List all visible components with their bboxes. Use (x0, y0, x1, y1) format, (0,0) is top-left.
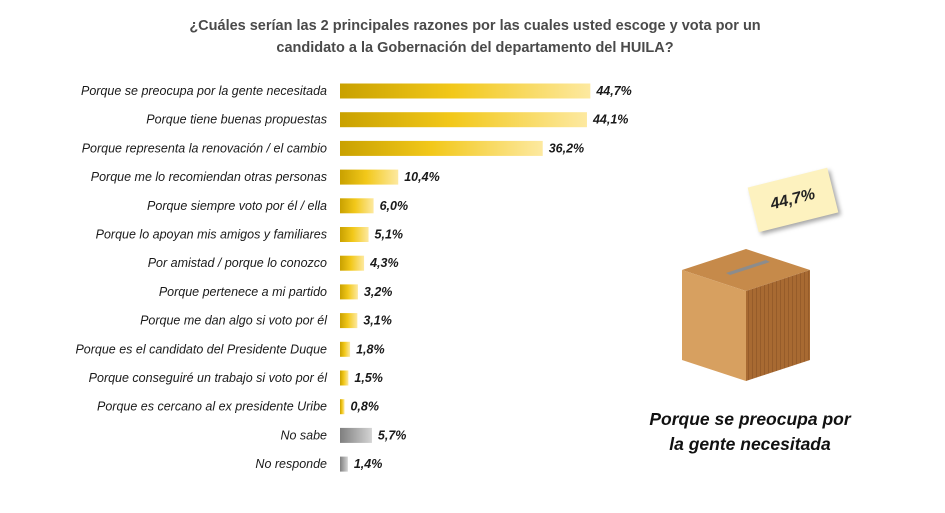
bar (340, 284, 358, 300)
value-label: 5,7% (378, 428, 407, 442)
caption-line-1: Porque se preocupa por (649, 409, 851, 429)
bar (340, 456, 348, 472)
value-label: 4,3% (369, 256, 399, 270)
caption-line-2: la gente necesitada (669, 434, 831, 454)
category-label: Por amistad / porque lo conozco (148, 256, 327, 270)
bar (340, 169, 399, 185)
category-label: Porque representa la renovación / el cam… (82, 141, 327, 155)
ballot-box-front (682, 270, 746, 381)
bar (340, 198, 374, 214)
bar (340, 427, 372, 443)
value-label: 1,4% (354, 457, 383, 471)
chart-title: ¿Cuáles serían las 2 principales razones… (150, 15, 800, 59)
category-label: Porque lo apoyan mis amigos y familiares (96, 228, 327, 242)
value-label: 10,4% (404, 170, 439, 184)
bar-chart: Porque se preocupa por la gente necesita… (75, 83, 632, 472)
category-label: Porque me dan algo si voto por él (140, 314, 328, 328)
ballot-box-slot (726, 260, 770, 275)
bar (340, 140, 543, 156)
bar (340, 112, 587, 128)
value-label: 0,8% (350, 400, 379, 414)
category-label: Porque pertenece a mi partido (159, 285, 327, 299)
ballot-box-side (746, 270, 810, 381)
bar (340, 83, 591, 99)
category-label: Porque siempre voto por él / ella (147, 199, 327, 213)
category-label: Porque es cercano al ex presidente Uribe (97, 400, 327, 414)
highlight-note: 44,7% (747, 167, 839, 233)
bar (340, 370, 349, 386)
title-line-2: candidato a la Gobernación del departame… (276, 40, 674, 56)
category-label: Porque me lo recomiendan otras personas (91, 170, 327, 184)
value-label: 1,8% (356, 342, 385, 356)
value-label: 44,1% (592, 113, 628, 127)
highlight-note-value: 44,7% (768, 185, 817, 214)
value-label: 3,1% (363, 314, 392, 328)
bar (340, 227, 369, 242)
category-label: No responde (255, 457, 327, 471)
bar (340, 341, 351, 357)
title-line-1: ¿Cuáles serían las 2 principales razones… (189, 18, 761, 34)
value-label: 36,2% (549, 141, 584, 155)
bar (340, 399, 345, 415)
value-label: 44,7% (595, 84, 631, 98)
ballot-box-icon (682, 249, 810, 381)
category-label: Porque conseguiré un trabajo si voto por… (89, 371, 329, 385)
bar (340, 255, 365, 271)
category-label: Porque se preocupa por la gente necesita… (81, 84, 327, 98)
value-label: 6,0% (380, 199, 409, 213)
category-label: Porque es el candidato del Presidente Du… (75, 342, 327, 356)
value-label: 5,1% (375, 228, 404, 242)
category-label: No sabe (280, 428, 327, 442)
bar (340, 313, 358, 329)
category-label: Porque tiene buenas propuestas (146, 113, 327, 127)
value-label: 3,2% (364, 285, 393, 299)
bars-group: Porque se preocupa por la gente necesita… (75, 83, 632, 472)
highlight-caption: Porque se preocupa por la gente necesita… (630, 407, 870, 457)
value-label: 1,5% (354, 371, 383, 385)
